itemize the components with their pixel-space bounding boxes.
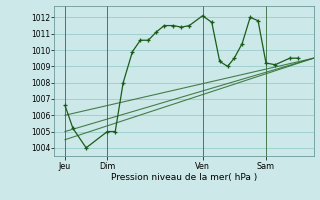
X-axis label: Pression niveau de la mer( hPa ): Pression niveau de la mer( hPa ) bbox=[111, 173, 257, 182]
